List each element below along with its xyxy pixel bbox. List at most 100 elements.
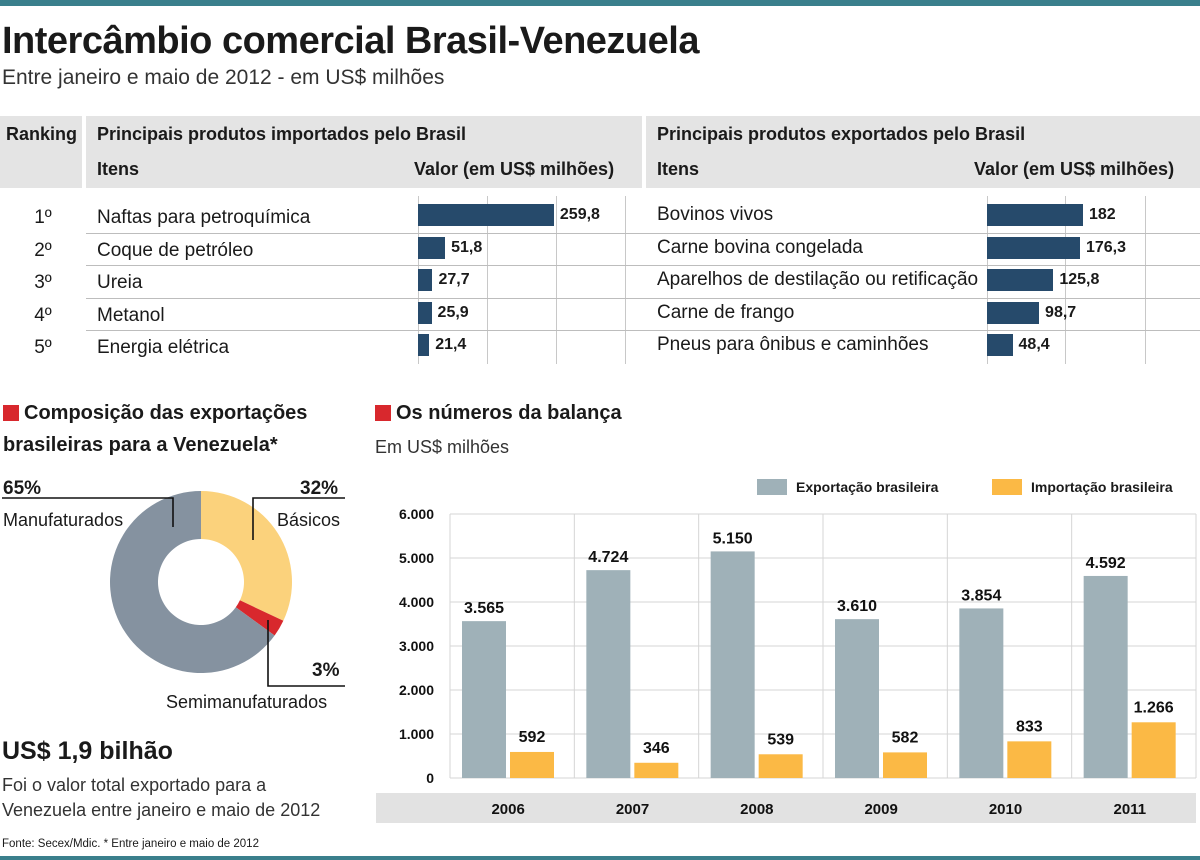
export-item: Pneus para ônibus e caminhões — [657, 334, 929, 355]
import-item: Ureia — [97, 272, 143, 293]
import-value-label: 346 — [643, 740, 670, 757]
import-bar-2007 — [634, 762, 679, 778]
import-value: 27,7 — [438, 271, 470, 288]
export-bar-2006 — [462, 621, 506, 778]
export-value: 176,3 — [1085, 238, 1127, 256]
y-tick-label: 4.000 — [399, 594, 434, 610]
x-axis-band — [376, 793, 1196, 823]
legend-export-swatch — [757, 479, 787, 495]
legend-export-label: Exportação brasileira — [796, 479, 939, 495]
exports-items-col: Itens — [657, 159, 700, 179]
composition-marker — [3, 405, 19, 421]
export-value: 48,4 — [1018, 336, 1050, 353]
row-divider — [86, 232, 1200, 234]
import-bar — [418, 269, 433, 291]
import-value-label: 1.266 — [1134, 699, 1174, 716]
imports-header-bg — [86, 116, 642, 188]
export-item: Carne de frango — [657, 301, 795, 323]
imports-header: Principais produtos importados pelo Bras… — [97, 124, 467, 144]
export-bar-2008 — [710, 551, 755, 778]
import-bar — [418, 236, 446, 259]
composition-donut — [2, 491, 345, 687]
imports-gridline — [487, 196, 488, 364]
total-note-1: Foi o valor total exportado para a — [2, 775, 267, 795]
export-item: Carne bovina congelada — [657, 236, 863, 258]
leader-manufaturados — [2, 497, 174, 527]
y-tick-label: 6.000 — [399, 506, 434, 522]
import-value: 25,9 — [437, 303, 469, 321]
ranking-header-bg — [0, 116, 82, 188]
page-subtitle: Entre janeiro e maio de 2012 - em US$ mi… — [2, 66, 445, 89]
x-category-label: 2008 — [740, 801, 773, 818]
import-value: 21,4 — [435, 336, 467, 353]
row-divider — [86, 297, 1200, 299]
composition-title-2: brasileiras para a Venezuela* — [3, 434, 278, 456]
rank-label: 1º — [34, 207, 52, 228]
import-bar — [418, 204, 554, 226]
x-category-label: 2011 — [1114, 801, 1147, 818]
export-bar — [987, 204, 1083, 226]
export-value-label: 3.610 — [837, 598, 877, 615]
export-value-label: 5.150 — [713, 530, 753, 547]
import-bar — [418, 301, 432, 324]
y-tick-label: 2.000 — [399, 682, 434, 698]
import-value: 51,8 — [451, 238, 483, 256]
import-value-label: 539 — [767, 731, 794, 748]
import-bar-2009 — [883, 752, 927, 778]
leader-semimanufaturados — [267, 620, 345, 687]
imports-value-col: Valor (em US$ milhões) — [414, 159, 615, 179]
import-bar-2010 — [1007, 741, 1052, 778]
y-tick-label: 5.000 — [399, 550, 434, 566]
export-bar — [987, 334, 1013, 356]
import-bar-2006 — [510, 751, 554, 778]
imports-gridline — [556, 196, 557, 364]
import-bar-2011 — [1131, 722, 1176, 778]
y-tick-label: 1.000 — [399, 726, 434, 742]
bottom-accent-bar — [0, 856, 1200, 860]
donut-slice-semimanufaturados — [235, 600, 284, 636]
total-value: US$ 1,9 bilhão — [2, 737, 173, 765]
rank-label: 3º — [34, 272, 52, 293]
balance-chart: 0 1.000 2.000 3.000 4.000 5.000 6.000 3.565 592 2… — [376, 506, 1197, 823]
ranking-header: Ranking — [6, 124, 78, 144]
export-value-label: 4.724 — [588, 549, 628, 566]
export-value-label: 4.592 — [1086, 555, 1126, 572]
export-item: Bovinos vivos — [657, 204, 774, 225]
x-category-label: 2006 — [491, 801, 524, 818]
donut-slice-manufaturados — [110, 491, 275, 673]
rank-label: 4º — [34, 304, 52, 326]
exports-header: Principais produtos exportados pelo Bras… — [657, 124, 1026, 144]
semimanufaturados-pct: 3% — [312, 660, 340, 681]
semimanufaturados-label: Semimanufaturados — [166, 692, 328, 712]
import-value-label: 582 — [892, 729, 919, 746]
total-note-2: Venezuela entre janeiro e maio de 2012 — [2, 800, 321, 820]
rank-label: 5º — [34, 337, 52, 358]
rank-label: 2º — [34, 239, 52, 261]
donut-slice-básicos — [201, 491, 292, 621]
y-tick-label: 3.000 — [399, 638, 434, 654]
imports-gridline — [625, 196, 626, 364]
x-category-label: 2009 — [864, 801, 897, 818]
page-title: Intercâmbio comercial Brasil-Venezuela — [2, 20, 699, 62]
export-bar-2011 — [1083, 575, 1128, 778]
exports-gridline — [1065, 196, 1066, 364]
leader-basicos — [252, 497, 345, 540]
import-item: Naftas para petroquímica — [97, 207, 311, 228]
top-accent-bar — [0, 0, 1200, 6]
exports-gridline — [1145, 196, 1146, 364]
exports-value-col: Valor (em US$ milhões) — [974, 159, 1175, 179]
export-item: Aparelhos de destilação ou retificação — [657, 269, 979, 290]
import-item: Energia elétrica — [97, 337, 230, 358]
export-bar — [987, 301, 1040, 324]
export-bar-2009 — [835, 619, 879, 778]
export-value-label: 3.565 — [464, 600, 504, 617]
import-bar-2008 — [758, 754, 803, 778]
row-divider — [86, 330, 1200, 331]
basicos-label: Básicos — [277, 510, 341, 530]
balance-title: Os números da balança — [396, 402, 622, 424]
row-divider — [86, 265, 1200, 266]
import-value: 259,8 — [559, 206, 600, 223]
export-value: 182 — [1089, 206, 1116, 223]
import-value-label: 833 — [1016, 718, 1043, 735]
export-bar-2010 — [959, 608, 1004, 778]
